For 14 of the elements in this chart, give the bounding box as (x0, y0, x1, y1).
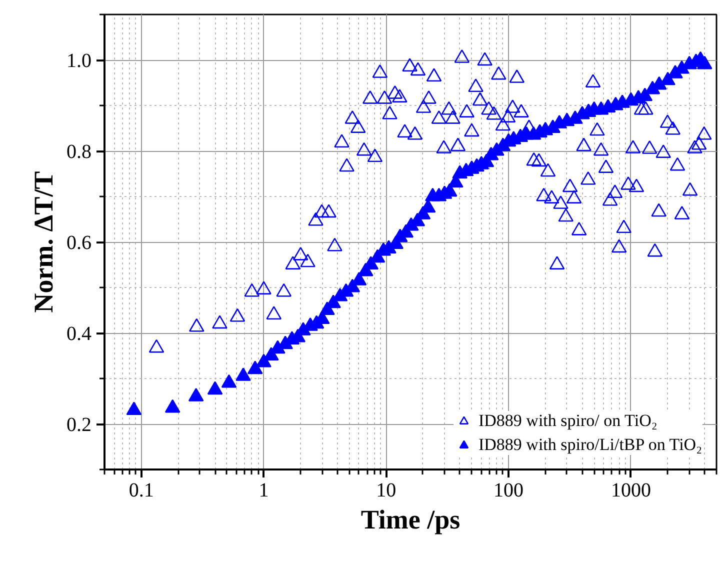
x-tick-label: 1000 (610, 480, 651, 502)
y-tick-label: 1.0 (66, 50, 92, 72)
x-tick-label: 1 (258, 480, 269, 502)
y-tick-label: 0.8 (66, 141, 92, 163)
legend-label: ID889 with spiro/ on TiO₂ (478, 411, 658, 431)
x-tick-label: 100 (494, 480, 524, 502)
x-tick-label: 0.1 (128, 480, 154, 502)
x-axis-title: Time /ps (360, 504, 460, 534)
y-tick-label: 0.6 (66, 232, 92, 254)
y-tick-label: 0.4 (66, 323, 92, 345)
legend-label: ID889 with spiro/Li/tBP on TiO₂ (478, 435, 702, 455)
y-axis-title: Norm. ΔT/T (28, 171, 58, 313)
x-tick-label: 10 (376, 480, 396, 502)
y-tick-label: 0.2 (66, 414, 92, 436)
